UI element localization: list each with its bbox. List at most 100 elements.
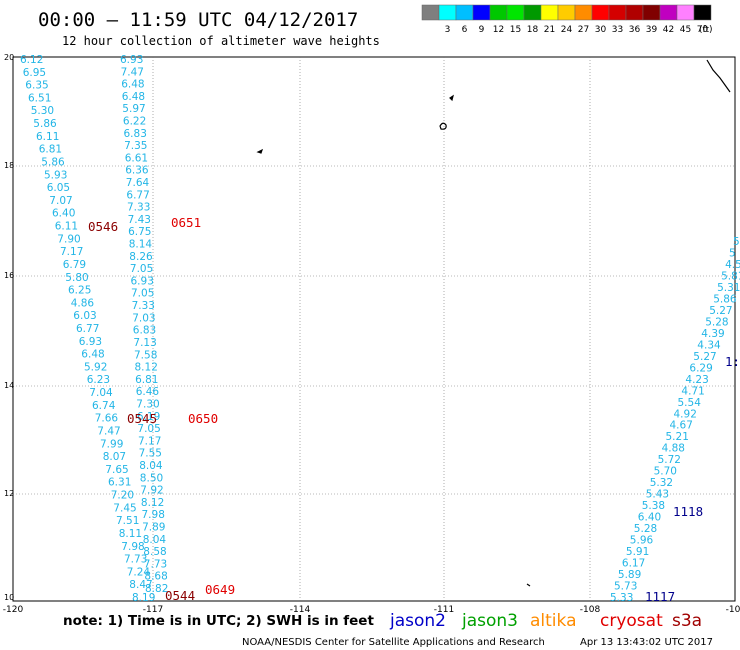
swh-value: 7.47	[121, 66, 144, 78]
swh-value: 5.54	[678, 397, 702, 409]
swh-value: 5.92	[84, 361, 107, 373]
swh-value: 7.51	[116, 515, 139, 527]
swh-value: 5	[733, 236, 740, 248]
swh-value: 5.89	[618, 569, 641, 581]
coastline	[256, 59, 731, 587]
swh-value: 7.04	[89, 387, 113, 399]
swh-value: 4.71	[681, 385, 704, 397]
legend-jason2: jason2	[389, 611, 446, 631]
swh-value: 6.40	[638, 512, 661, 524]
lat-tick-label: 12	[4, 489, 14, 498]
swh-value: 4.67	[670, 420, 693, 432]
pass-time-label: 1118	[673, 504, 703, 519]
swh-value: 6.48	[122, 91, 145, 103]
swh-value: 6.81	[39, 144, 62, 156]
colorbar-swatch	[489, 4, 508, 21]
swh-value: 6.25	[68, 285, 91, 297]
pass-time-label: 0651	[171, 215, 201, 230]
swh-value: 5.27	[693, 351, 716, 363]
colorbar-swatch	[540, 4, 559, 21]
swh-value: 7.05	[130, 263, 153, 275]
pass-time-label: 0545	[127, 411, 157, 426]
pass-time-label: 0649	[205, 582, 235, 597]
swh-value: 6.19	[137, 411, 160, 423]
map-subtitle: 12 hour collection of altimeter wave hei…	[62, 34, 380, 48]
lon-tick-label: -120	[3, 605, 24, 615]
swh-value: 7.13	[133, 337, 156, 349]
lat-tick-label: 14	[4, 381, 14, 390]
swh-value: 6.77	[126, 189, 149, 201]
colorbar-swatch	[438, 4, 457, 21]
swh-tracks: 6.126.956.356.515.305.866.116.815.865.93…	[20, 54, 740, 604]
colorbar-swatch	[659, 4, 678, 21]
colorbar-tick-label: 24	[561, 25, 573, 35]
swh-value: 5.97	[122, 103, 145, 115]
swh-value: 8.12	[141, 497, 164, 509]
lon-tick-label: -114	[290, 605, 311, 615]
swh-value: 7.35	[124, 140, 147, 152]
colorbar-tick-label: 3	[445, 25, 451, 35]
swh-value: 4.39	[701, 328, 724, 340]
colorbar-swatch	[676, 4, 695, 21]
colorbar-swatch	[523, 4, 542, 21]
swh-value: 6.75	[128, 226, 151, 238]
lon-tick-label: -10	[726, 605, 740, 615]
pass-time-label: 1117	[645, 589, 675, 604]
colorbar-swatch	[642, 4, 661, 21]
swh-value: 5.32	[650, 477, 673, 489]
swh-value: 5.73	[614, 581, 637, 593]
swh-value: 5.27	[709, 305, 732, 317]
swh-value: 4.92	[674, 408, 697, 420]
swh-value: 6.31	[108, 477, 131, 489]
swh-value: 8.04	[143, 534, 167, 546]
swh-value: 6.11	[55, 221, 78, 233]
lon-tick-label: -108	[580, 605, 601, 615]
island-clarion	[256, 148, 264, 154]
swh-value: 7.66	[95, 413, 119, 425]
swh-value: 5.31	[717, 282, 740, 294]
swh-value: 7.73	[144, 558, 167, 570]
swh-value: 6.93	[131, 275, 154, 287]
lat-tick-label: 10	[4, 593, 14, 602]
swh-value: 6.11	[36, 131, 59, 143]
swh-value: 6.35	[25, 80, 48, 92]
colorbar-swatch	[608, 4, 627, 21]
swh-value: 4.88	[662, 443, 685, 455]
swh-value: 5.96	[630, 535, 654, 547]
swh-value: 7.30	[136, 399, 159, 411]
swh-value: 6.74	[92, 400, 116, 412]
swh-value: 6.83	[124, 128, 147, 140]
swh-value: 7.89	[142, 522, 165, 534]
swh-value: 5.28	[705, 316, 728, 328]
swh-value: 5.70	[654, 466, 677, 478]
swh-value: 7.05	[131, 288, 154, 300]
swh-value: 6.48	[81, 349, 104, 361]
swh-value: 5.93	[44, 169, 67, 181]
swh-value: 7.17	[60, 246, 83, 258]
legend-s3a: s3a	[672, 611, 702, 631]
swh-value: 4.86	[71, 297, 95, 309]
swh-value: 5.43	[646, 489, 669, 501]
swh-value: 8.19	[132, 592, 155, 604]
lon-tick-label: -111	[434, 605, 454, 615]
swh-value: 8.82	[145, 583, 168, 595]
footer-timestamp: Apr 13 13:43:02 UTC 2017	[580, 637, 713, 648]
island-socorro	[439, 122, 447, 130]
colorbar-swatch	[625, 4, 644, 21]
swh-value: 6.22	[123, 116, 146, 128]
swh-value: 8.47	[129, 579, 152, 591]
colorbar-tick-label: 21	[544, 25, 555, 35]
swh-value: 7.65	[105, 464, 128, 476]
swh-value: 4.23	[685, 374, 708, 386]
swh-value: 6.05	[47, 182, 70, 194]
satellite-legend: jason2 jason3 altika cryosat s3a	[389, 611, 702, 631]
swh-value: 7.24	[127, 566, 151, 578]
swh-value: 6.03	[73, 310, 96, 322]
swh-value: 5.38	[642, 500, 665, 512]
swh-value: 6.61	[125, 152, 148, 164]
axis-labels: -120 -117 -114 -111 -108 -10 20 18 16 14 12 10	[3, 53, 740, 615]
swh-value: 5	[729, 248, 736, 260]
colorbar-swatch	[472, 4, 491, 21]
swh-value: 6.48	[121, 79, 144, 91]
swh-value: 6.40	[52, 208, 75, 220]
